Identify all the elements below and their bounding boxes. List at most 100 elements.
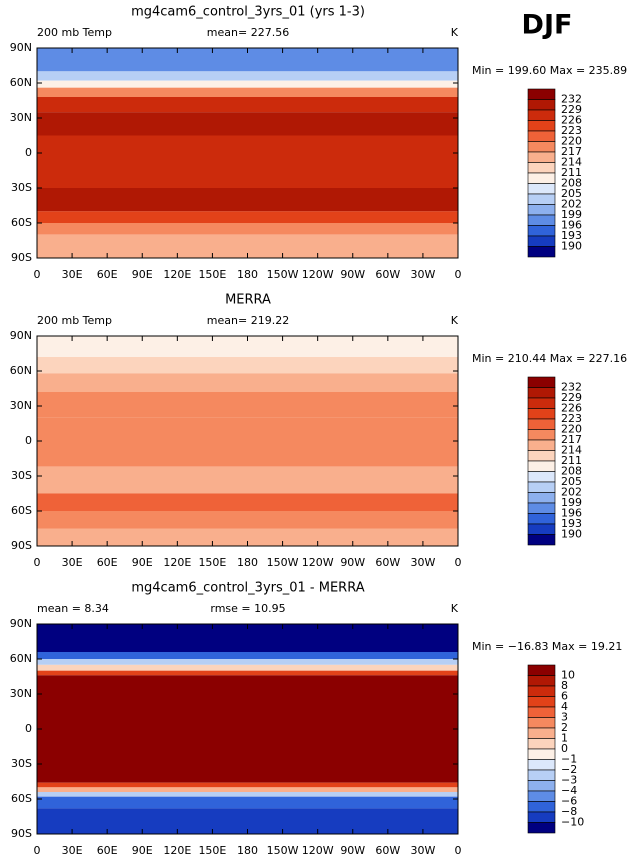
colorbar-label: 4 — [561, 700, 568, 713]
lon-tick-label: 0 — [455, 844, 462, 857]
colorbar-label: 223 — [561, 124, 582, 137]
lon-tick-label: 90E — [132, 268, 153, 281]
lat-tick-label: 60S — [11, 504, 32, 517]
lat-tick-label: 90S — [11, 251, 32, 264]
lat-tick-label: 60N — [10, 364, 32, 377]
lon-tick-label: 150W — [267, 556, 299, 569]
temperature-band — [37, 511, 458, 529]
temperature-band — [37, 234, 458, 258]
colorbar-label: 226 — [561, 114, 582, 127]
lat-tick-label: 30N — [10, 111, 32, 124]
colorbar-box — [527, 460, 556, 472]
lon-tick-label: 120E — [163, 844, 191, 857]
lon-tick-label: 180 — [237, 268, 258, 281]
colorbar-box — [527, 109, 556, 121]
colorbar-label: 1 — [561, 732, 568, 745]
panel-title: mg4cam6_control_3yrs_01 - MERRA — [131, 581, 364, 596]
colorbar-label: 0 — [561, 742, 568, 755]
colorbar-label: 208 — [561, 465, 582, 478]
left-label: 200 mb Temp — [37, 314, 112, 327]
colorbar-box — [527, 748, 556, 760]
colorbar-box — [527, 523, 556, 535]
lat-tick-label: 90S — [11, 539, 32, 552]
lon-tick-label: 60E — [97, 844, 118, 857]
colorbar-label: 10 — [561, 669, 575, 682]
colorbar-box — [527, 204, 556, 216]
colorbar-label: 205 — [561, 187, 582, 200]
temperature-band — [37, 48, 458, 72]
lon-tick-label: 0 — [455, 556, 462, 569]
lon-tick-label: 180 — [237, 556, 258, 569]
colorbar-label: 217 — [561, 433, 582, 446]
lon-tick-label: 150W — [267, 844, 299, 857]
colorbar-label: 220 — [561, 135, 582, 148]
lat-tick-label: 0 — [25, 722, 32, 735]
units-label: K — [451, 602, 459, 615]
lat-tick-label: 30S — [11, 757, 32, 770]
center-label: mean= 227.56 — [207, 26, 289, 39]
lon-tick-label: 0 — [34, 844, 41, 857]
colorbar-label: 202 — [561, 198, 582, 211]
colorbar-box — [527, 801, 556, 813]
colorbar-label: 220 — [561, 423, 582, 436]
lon-tick-label: 120E — [163, 556, 191, 569]
colorbar-box — [527, 706, 556, 718]
lon-tick-label: 60W — [375, 268, 400, 281]
lon-tick-label: 90W — [340, 268, 365, 281]
temperature-band — [37, 87, 458, 97]
lon-tick-label: 150E — [198, 268, 226, 281]
colorbar-box — [527, 790, 556, 802]
colorbar-label: 196 — [561, 507, 582, 520]
lat-tick-label: 60N — [10, 652, 32, 665]
temperature-band — [37, 97, 458, 113]
lon-tick-label: 60E — [97, 268, 118, 281]
colorbar-box — [527, 235, 556, 247]
temperature-band — [37, 675, 458, 783]
colorbar-box — [527, 717, 556, 729]
colorbar-label: −1 — [561, 753, 577, 766]
lon-tick-label: 0 — [455, 268, 462, 281]
colorbar-label: −2 — [561, 763, 577, 776]
lon-tick-label: 150W — [267, 268, 299, 281]
colorbar-box — [527, 408, 556, 420]
temperature-band — [37, 336, 458, 357]
temperature-band — [37, 493, 458, 511]
colorbar-label: 211 — [561, 166, 582, 179]
colorbar-label: 214 — [561, 444, 582, 457]
colorbar-box — [527, 481, 556, 493]
temperature-band — [37, 135, 458, 171]
colorbar-label: 223 — [561, 412, 582, 425]
colorbar-box — [527, 193, 556, 205]
colorbar-box — [527, 450, 556, 462]
colorbar-box — [527, 225, 556, 237]
temperature-band — [37, 223, 458, 235]
colorbar-label: 229 — [561, 103, 582, 116]
lon-tick-label: 30E — [62, 844, 83, 857]
colorbar-label: 196 — [561, 219, 582, 232]
colorbar-box — [527, 418, 556, 430]
colorbar-box — [527, 534, 556, 546]
min-max: Min = 199.60 Max = 235.89 — [472, 64, 627, 77]
colorbar-label: 214 — [561, 156, 582, 169]
colorbar-label: 199 — [561, 208, 582, 221]
colorbar-box — [527, 376, 556, 388]
colorbar-box — [527, 387, 556, 399]
colorbar-box — [527, 502, 556, 514]
colorbar-label: 211 — [561, 454, 582, 467]
lon-tick-label: 120W — [302, 556, 334, 569]
lon-tick-label: 120E — [163, 268, 191, 281]
lon-tick-label: 150E — [198, 556, 226, 569]
colorbar-box — [527, 664, 556, 676]
lat-tick-label: 30N — [10, 399, 32, 412]
colorbar-box — [527, 99, 556, 111]
colorbar-label: 193 — [561, 229, 582, 242]
colorbar-box — [527, 811, 556, 823]
temperature-band — [37, 170, 458, 188]
colorbar-label: 2 — [561, 721, 568, 734]
colorbar-label: 232 — [561, 381, 582, 394]
temperature-band — [37, 373, 458, 392]
temperature-band — [37, 792, 458, 797]
colorbar-box — [527, 183, 556, 195]
colorbar-label: 190 — [561, 240, 582, 253]
